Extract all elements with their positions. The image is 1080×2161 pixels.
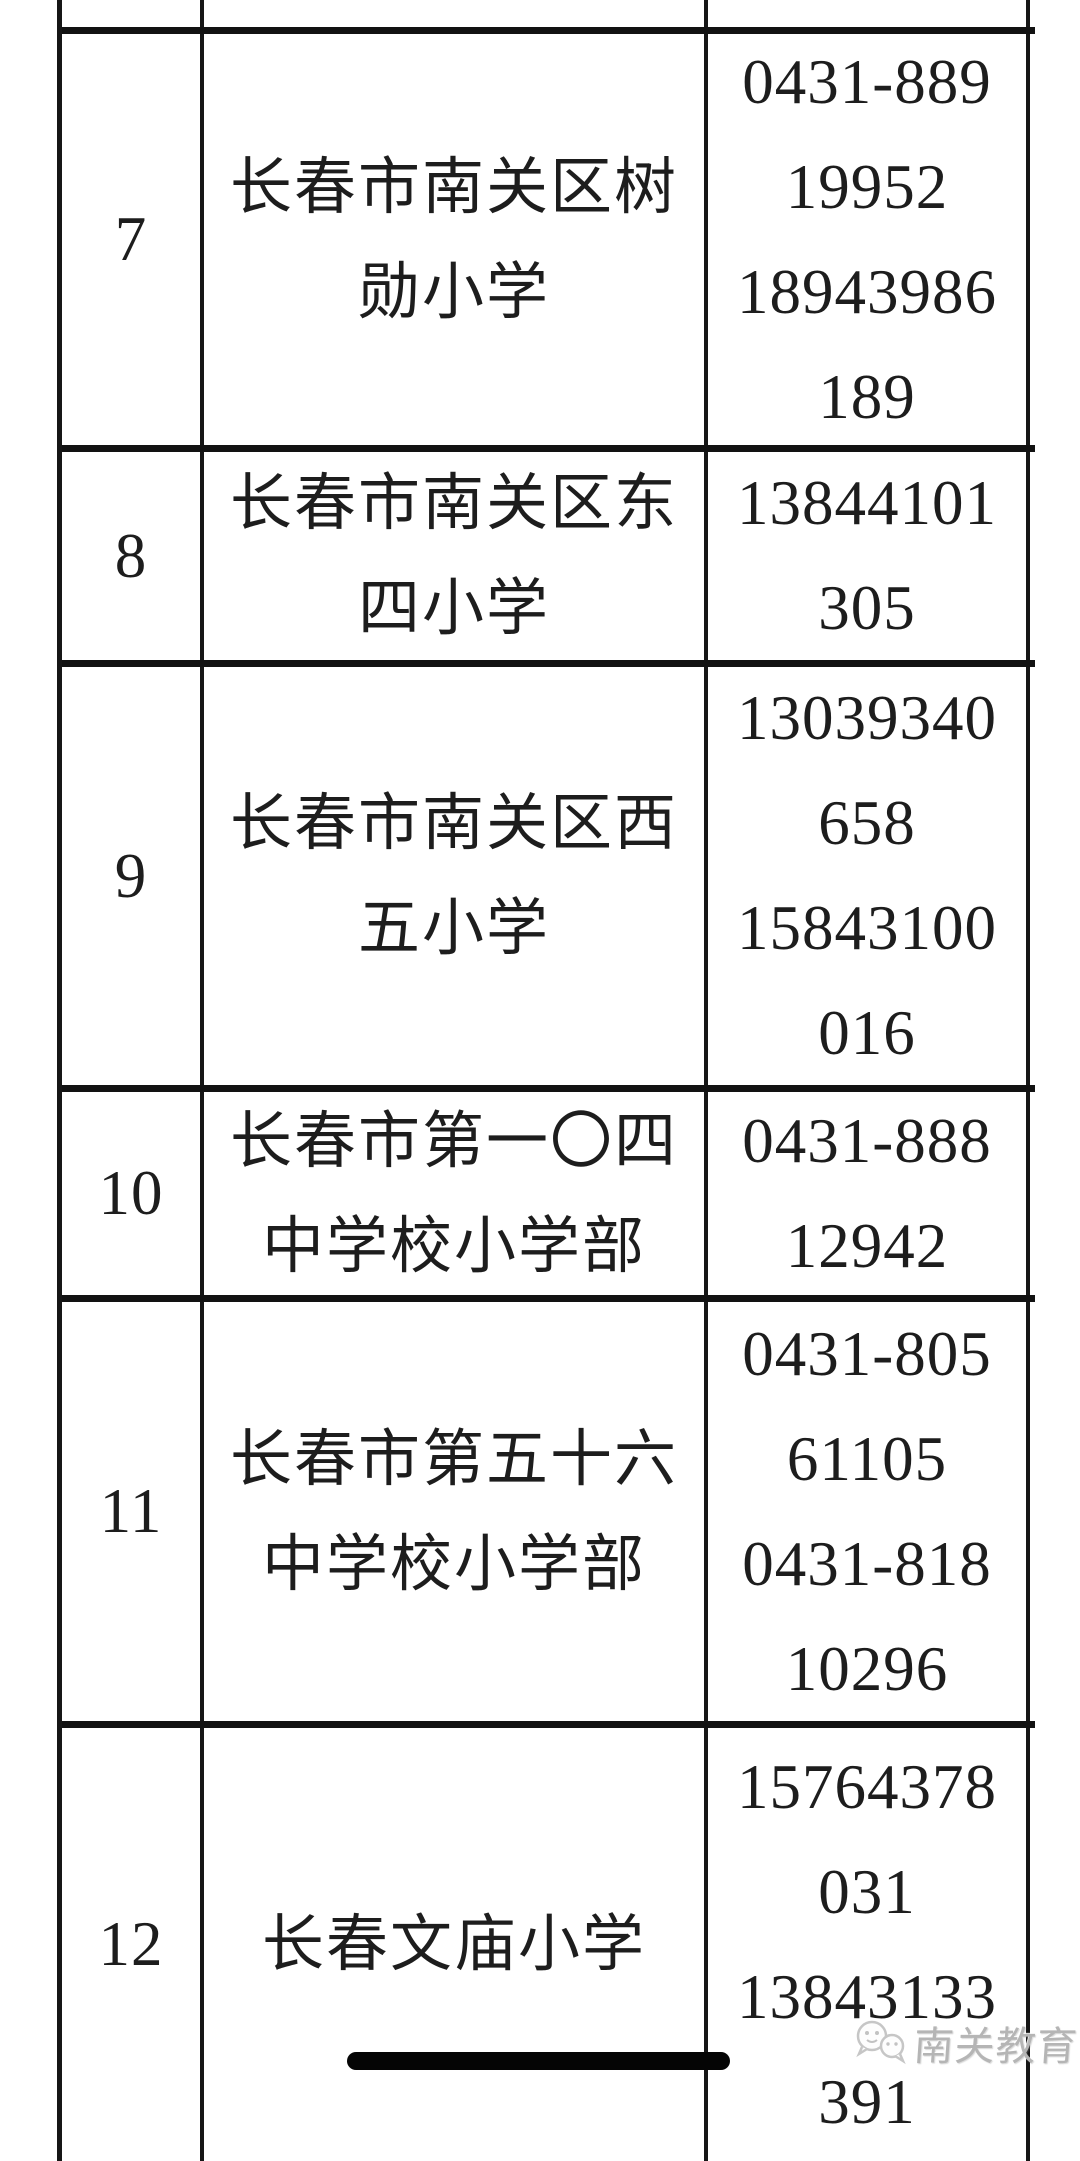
seq-number: 9: [114, 840, 148, 911]
school-name-line: 长春文庙小学: [261, 1910, 646, 1979]
phone-cell: [708, 0, 1030, 27]
school-name-cell: [204, 0, 708, 27]
phone-line: 0431-888: [742, 1105, 992, 1176]
school-phone-table: 7 长春市南关区树 勋小学 0431-889 19952 18943986 18…: [57, 0, 1035, 2161]
table-row-9: 9 长春市南关区西 五小学 13039340 658 15843100 016: [62, 660, 1035, 1085]
seq-number: 11: [99, 1476, 163, 1546]
seq-number: 10: [98, 1158, 164, 1228]
school-name-line: 四小学: [357, 574, 550, 643]
school-name-cell: 长春市第五十六 中学校小学部: [204, 1302, 708, 1721]
chat-bubbles-icon: [852, 2017, 910, 2070]
phone-cell: 15764378 031 13843133 391: [708, 1728, 1030, 2161]
school-name-cell: 长春市第一〇四 中学校小学部: [204, 1092, 708, 1295]
seq-cell: 9: [62, 667, 204, 1085]
seq-number: 12: [98, 1909, 164, 1979]
school-name-line: 长春市南关区东: [229, 469, 678, 538]
phone-line: 13844101: [737, 468, 997, 538]
phone-line: 031: [818, 1856, 916, 1927]
school-name-line: 长春市南关区树: [229, 152, 678, 222]
phone-cell: 0431-888 12942: [708, 1092, 1030, 1295]
watermark: 南关教育云: [852, 2014, 1080, 2072]
school-name-line: 中学校小学部: [261, 1211, 646, 1281]
seq-cell: [62, 0, 204, 27]
table-row-7: 7 长春市南关区树 勋小学 0431-889 19952 18943986 18…: [62, 27, 1035, 445]
seq-cell: 12: [62, 1728, 204, 2161]
phone-cell: 13844101 305: [708, 452, 1030, 660]
table-row-12: 12 长春文庙小学 15764378 031 13843133 391: [62, 1721, 1035, 2161]
phone-cell: 13039340 658 15843100 016: [708, 667, 1030, 1085]
phone-line: 13843133: [737, 1961, 997, 2032]
table-row-partial-top: [62, 0, 1035, 27]
phone-line: 18943986: [737, 256, 997, 327]
phone-line: 0431-805: [742, 1318, 992, 1389]
school-name-line: 五小学: [357, 894, 550, 963]
school-name-cell: 长春文庙小学: [204, 1728, 708, 2161]
phone-line: 19952: [785, 151, 949, 222]
phone-line: 305: [818, 573, 916, 643]
school-name-line: 长春市第五十六: [229, 1424, 678, 1494]
document-page: { "table": { "columns": ["序号", "学校", "电话…: [57, 0, 1080, 2161]
seq-cell: 7: [62, 34, 204, 445]
phone-line: 15764378: [737, 1751, 997, 1822]
seq-number: 7: [114, 204, 148, 274]
phone-line: 15843100: [737, 893, 997, 963]
seq-number: 8: [114, 520, 148, 591]
school-name-cell: 长春市南关区树 勋小学: [204, 34, 708, 445]
divider-bar: [347, 2052, 730, 2070]
phone-line: 61105: [786, 1423, 948, 1494]
school-name-cell: 长春市南关区西 五小学: [204, 667, 708, 1085]
seq-cell: 8: [62, 452, 204, 660]
school-name-line: 中学校小学部: [261, 1529, 646, 1599]
phone-line: 0431-818: [742, 1528, 992, 1599]
school-name-cell: 长春市南关区东 四小学: [204, 452, 708, 660]
phone-line: 13039340: [737, 683, 997, 753]
table-row-10: 10 长春市第一〇四 中学校小学部 0431-888 12942: [62, 1085, 1035, 1295]
seq-cell: 10: [62, 1092, 204, 1295]
table-row-11: 11 长春市第五十六 中学校小学部 0431-805 61105 0431-81…: [62, 1295, 1035, 1721]
school-name-line: 长春市南关区西: [229, 789, 678, 858]
phone-line: 0431-889: [742, 46, 992, 117]
table-row-8: 8 长春市南关区东 四小学 13844101 305: [62, 445, 1035, 660]
phone-line: 189: [818, 361, 916, 432]
phone-line: 658: [818, 788, 916, 858]
phone-line: 10296: [785, 1633, 949, 1704]
school-name-line: 长春市第一〇四: [229, 1106, 678, 1176]
phone-line: 016: [818, 998, 916, 1068]
phone-line: 12942: [785, 1210, 949, 1281]
school-name-line: 勋小学: [357, 257, 550, 327]
phone-cell: 0431-805 61105 0431-818 10296: [708, 1302, 1030, 1721]
watermark-text: 南关教育云: [912, 2025, 1080, 2069]
phone-cell: 0431-889 19952 18943986 189: [708, 34, 1030, 445]
seq-cell: 11: [62, 1302, 204, 1721]
